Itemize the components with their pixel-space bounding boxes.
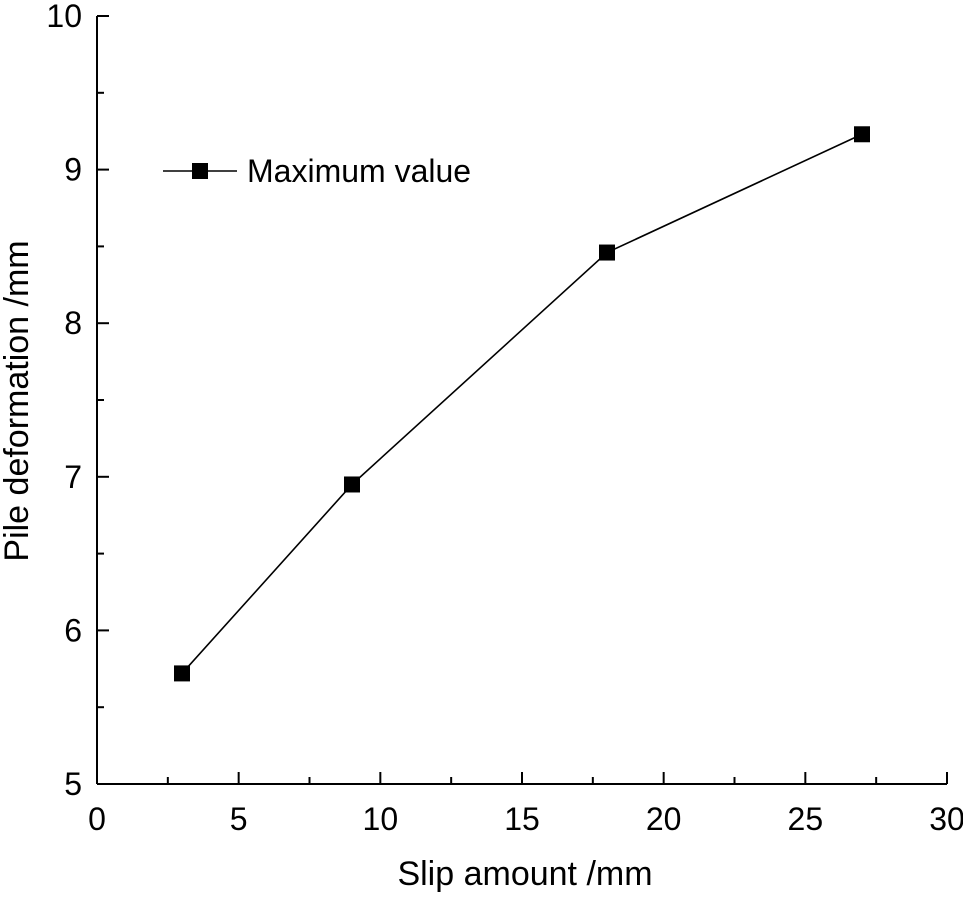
legend-label: Maximum value bbox=[247, 153, 471, 189]
y-tick-label: 7 bbox=[64, 459, 82, 495]
y-tick-label: 6 bbox=[64, 612, 82, 648]
y-tick-label: 5 bbox=[64, 766, 82, 802]
y-axis-label: Pile deformation /mm bbox=[0, 240, 36, 561]
x-tick-label: 0 bbox=[88, 801, 106, 837]
data-point-marker bbox=[344, 476, 360, 493]
y-tick-label: 8 bbox=[64, 305, 82, 341]
x-tick-label: 25 bbox=[788, 801, 824, 837]
y-tick-label: 10 bbox=[46, 0, 82, 34]
series-layer bbox=[174, 126, 870, 682]
data-point-marker bbox=[854, 126, 870, 143]
y-tick-label: 9 bbox=[64, 152, 82, 188]
legend: Maximum value bbox=[163, 153, 471, 189]
x-tick-label: 10 bbox=[363, 801, 399, 837]
legend-marker bbox=[192, 163, 208, 179]
series-line bbox=[181, 133, 863, 674]
x-tick-label: 20 bbox=[646, 801, 682, 837]
x-axis-label: Slip amount /mm bbox=[397, 855, 652, 893]
data-point-marker bbox=[599, 244, 615, 261]
x-tick-label: 15 bbox=[504, 801, 540, 837]
x-tick-label: 5 bbox=[230, 801, 248, 837]
data-point-marker bbox=[174, 665, 190, 682]
x-tick-label: 30 bbox=[929, 801, 963, 837]
